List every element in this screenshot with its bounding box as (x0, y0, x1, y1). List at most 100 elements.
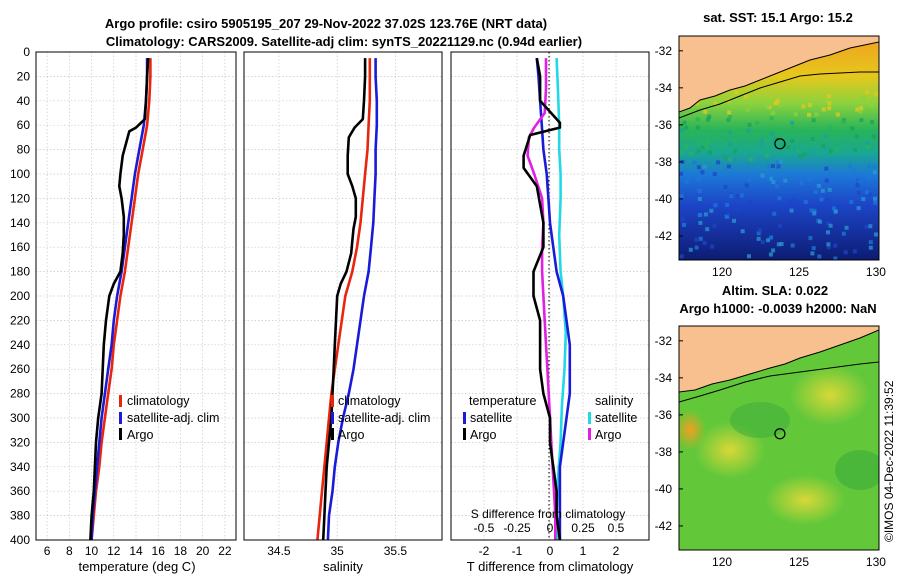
sst-pixel (702, 241, 707, 245)
sst-pixel (696, 177, 701, 182)
sla-feature (730, 402, 790, 438)
sst-pixel (852, 169, 857, 174)
sst-pixel (723, 140, 728, 145)
sst-pixel (835, 147, 840, 152)
sst-pixel (865, 90, 870, 95)
sst-pixel (756, 231, 761, 236)
sst-pixel (679, 254, 684, 259)
sst-pixel (786, 145, 791, 150)
salinity-difference-xlabel: S difference from climatology (471, 507, 626, 521)
sst-pixel (823, 146, 828, 151)
sst-pixel (689, 152, 694, 156)
sst-pixel (792, 197, 797, 202)
sst-pixel (774, 137, 779, 141)
x-tick-label-top: 0.25 (571, 521, 595, 535)
sst-pixel (820, 188, 825, 193)
sst-pixel (701, 145, 706, 150)
series-line-climatology (90, 58, 152, 540)
sst-pixel (757, 135, 761, 140)
series-line-satellite-adj-clim (90, 58, 149, 540)
sst-pixel (868, 240, 873, 245)
difference-series (522, 57, 572, 540)
sst-pixel (874, 232, 878, 237)
sst-pixel (710, 244, 715, 249)
sst-pixel (866, 144, 871, 149)
lon-tick-label: 120 (712, 265, 732, 279)
sst-pixel (739, 130, 744, 135)
legend-swatch-satellite (331, 412, 334, 424)
sst-pixel (683, 144, 688, 149)
sst-pixel (789, 208, 794, 213)
legend-swatch-sal-argo (588, 428, 591, 440)
sla-map: Altim. SLA: 0.022 Argo h1000: -0.0039 h2… (655, 283, 887, 569)
sst-pixel (696, 141, 701, 146)
depth-tick-label: 40 (17, 94, 31, 108)
sst-pixel (802, 152, 807, 157)
sst-pixel (684, 125, 689, 130)
sst-pixel (756, 236, 761, 241)
sst-pixel (771, 139, 776, 144)
imos-timestamp: ©IMOS 04-Dec-2022 11:39:52 (882, 380, 896, 542)
sst-pixel (773, 101, 778, 106)
sla-lon-tick-labels: 120 125 130 (712, 555, 886, 569)
sla-contour (679, 361, 879, 403)
temperature-panel: 0 20 40 60 80 100 120 140 160 180 200 220 240 260 280 3… (10, 45, 237, 574)
depth-tick-label: 60 (17, 118, 31, 132)
sst-pixel (797, 157, 802, 162)
sst-pixel (776, 160, 781, 165)
lat-tick-label: -40 (655, 482, 673, 496)
sst-pixel (856, 190, 861, 195)
sst-pixel (835, 112, 840, 117)
depth-tick-label: 180 (10, 265, 30, 279)
sst-pixel (833, 209, 838, 214)
sst-pixel (712, 172, 717, 177)
sst-pixel (727, 130, 732, 135)
sst-pixel (779, 103, 783, 108)
legend-label-climatology: climatology (338, 394, 401, 408)
sst-pixel (793, 112, 798, 117)
x-tick-label-top: 0.5 (608, 521, 625, 535)
sst-pixel (807, 102, 812, 107)
sst-pixel (871, 134, 876, 139)
legend-label-argo: Argo (127, 428, 153, 442)
sst-pixel (766, 238, 770, 243)
lat-tick-label: -38 (655, 445, 673, 459)
sst-pixel (743, 94, 748, 99)
sst-pixel (819, 197, 824, 202)
sst-pixel (680, 150, 685, 155)
sst-pixel (765, 153, 770, 158)
legend-label-satellite: satellite-adj. clim (127, 411, 219, 425)
sst-pixel (724, 214, 729, 219)
depth-tick-label: 240 (10, 338, 30, 352)
depth-tick-label: 140 (10, 216, 30, 230)
sst-pixel (775, 184, 780, 189)
sst-pixel (861, 95, 866, 100)
sst-pixel (792, 147, 797, 152)
x-tick-label: 35.5 (384, 544, 408, 558)
series-line-satellite-adj-clim (326, 58, 379, 540)
salinity-series (316, 58, 379, 540)
sst-pixel (748, 157, 753, 162)
sst-pixel (706, 139, 711, 144)
sst-pixel (728, 115, 732, 119)
x-tick-label: 16 (152, 544, 166, 558)
x-tick-label: 18 (174, 544, 188, 558)
x-tick-label: 10 (85, 544, 99, 558)
depth-tick-label: 380 (10, 509, 30, 523)
x-tick-label: 8 (66, 544, 73, 558)
sst-pixel (827, 106, 832, 111)
sst-pixel (826, 221, 831, 226)
legend-swatch-temp-argo (463, 428, 466, 440)
sst-pixel (733, 149, 738, 154)
main-title-line1: Argo profile: csiro 5905195_207 29-Nov-2… (105, 16, 547, 31)
sst-pixel (726, 117, 731, 122)
sst-pixel (828, 223, 833, 228)
sst-pixel (803, 200, 808, 204)
depth-tick-label: 280 (10, 387, 30, 401)
series-line-argo (321, 58, 367, 540)
x-tick-label: 0 (547, 544, 554, 558)
sst-pixel (729, 194, 734, 199)
sla-feature (835, 450, 879, 490)
legend-label-sal-argo: Argo (595, 428, 621, 442)
sst-pixel (760, 173, 765, 178)
